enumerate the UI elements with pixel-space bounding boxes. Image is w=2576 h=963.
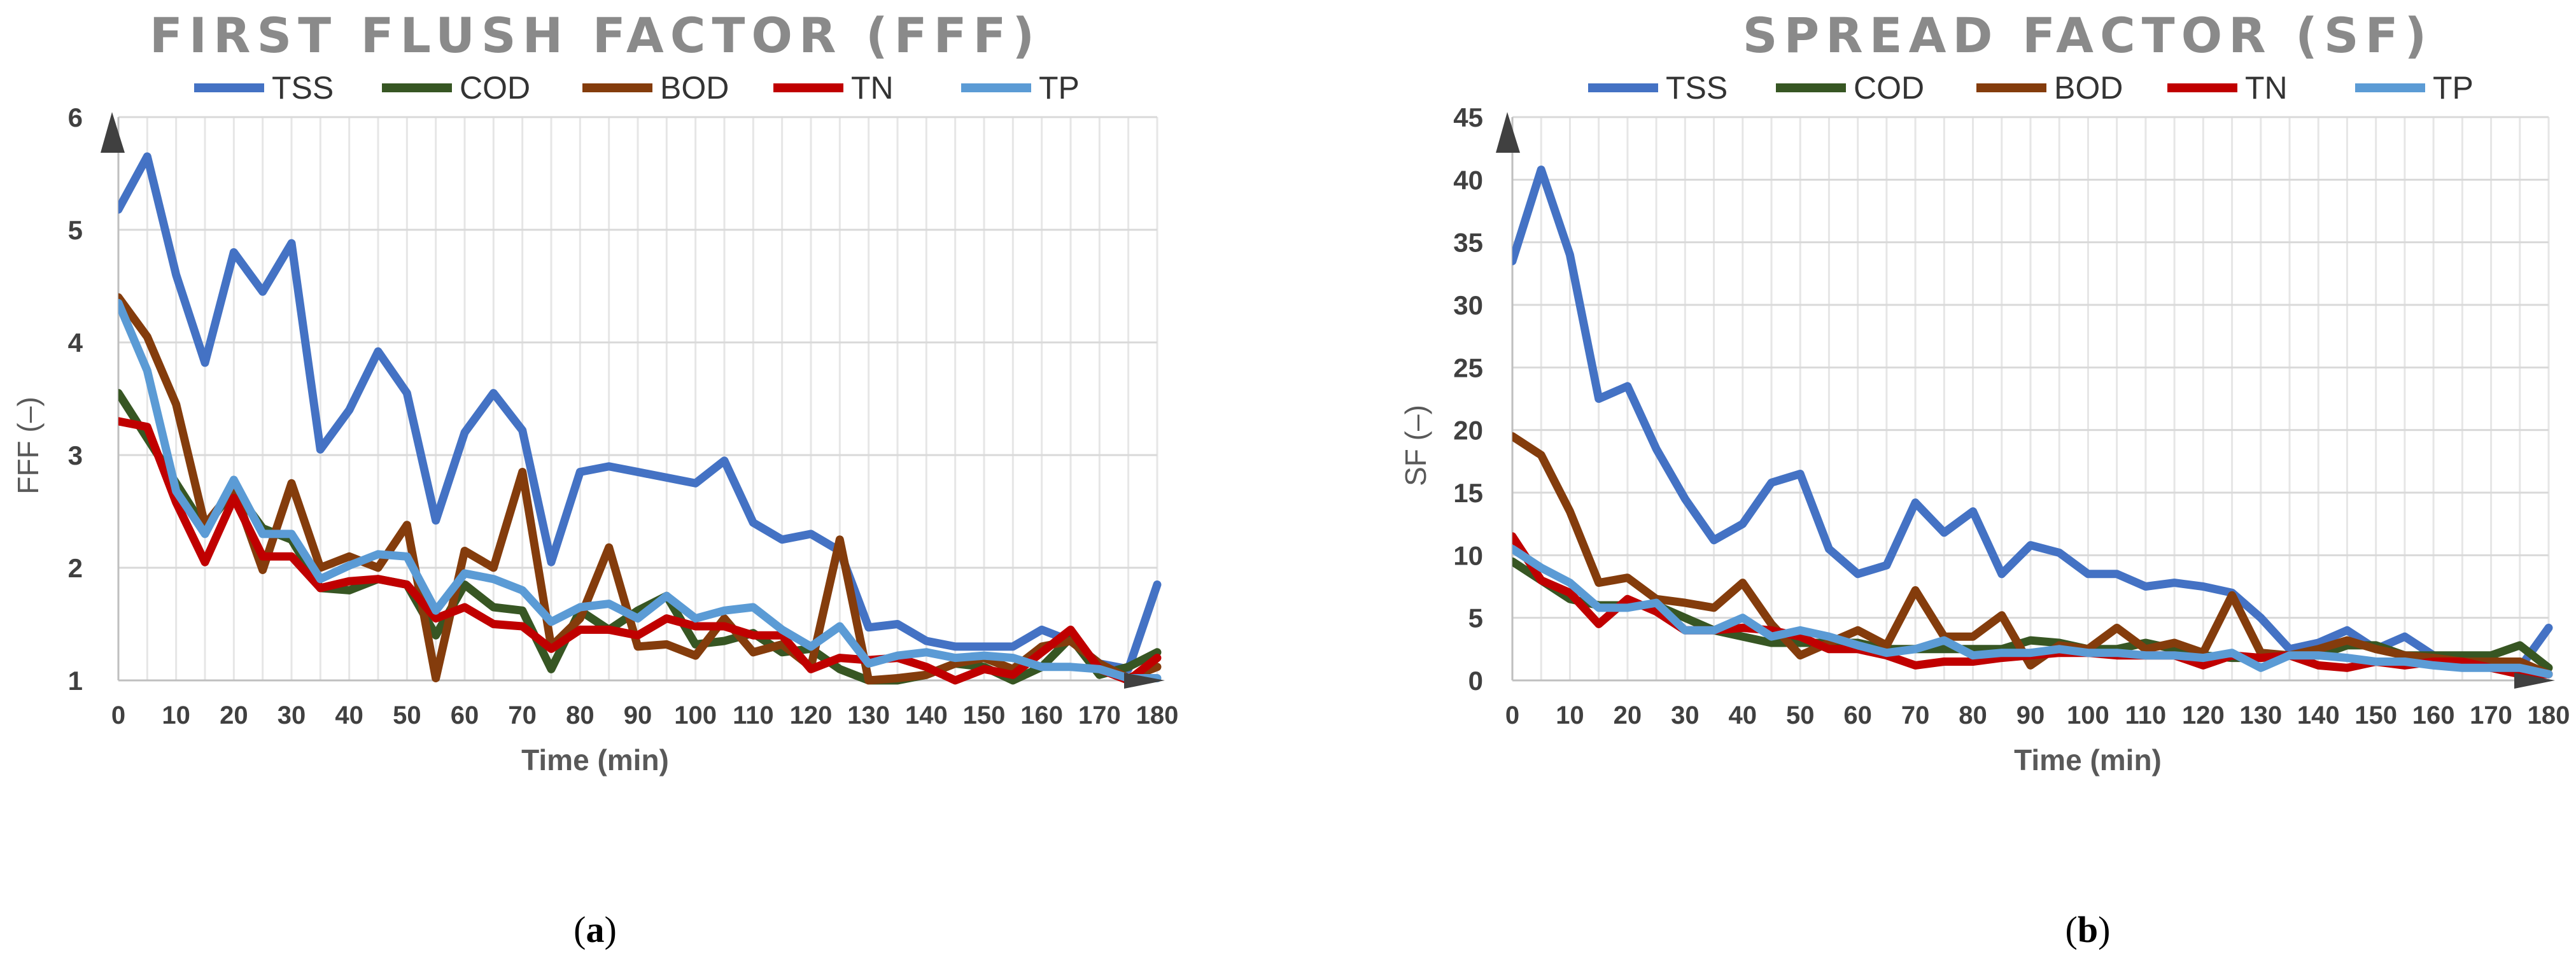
y-tick-label: 40 bbox=[1453, 165, 1483, 195]
series-line-tp bbox=[118, 299, 1162, 682]
x-tick-label: 100 bbox=[674, 701, 717, 729]
x-tick-label: 80 bbox=[566, 701, 595, 729]
y-tick-label: 30 bbox=[1453, 290, 1483, 320]
y-tick-label: 20 bbox=[1453, 416, 1483, 446]
legend-label-bod: BOD bbox=[660, 70, 729, 106]
y-tick-label: 35 bbox=[1453, 228, 1483, 258]
y-tick-label: 4 bbox=[68, 328, 83, 358]
x-tick-labels: 0 10 20 30 40 50 60 70 80 90 100 110 120 130 140 150 160… bbox=[1505, 701, 2570, 729]
chart-title: FIRST FLUSH FACTOR (FFF) bbox=[150, 7, 1041, 64]
x-axis-label: Time (min) bbox=[2014, 743, 2162, 777]
panel-caption: (b) bbox=[2066, 909, 2111, 950]
x-tick-label: 20 bbox=[1614, 701, 1642, 729]
y-tick-label: 45 bbox=[1453, 102, 1483, 132]
gridlines bbox=[1511, 116, 2550, 682]
panel-caption: (a) bbox=[574, 909, 617, 950]
y-tick-label: 6 bbox=[68, 102, 83, 132]
x-tick-label: 150 bbox=[963, 701, 1006, 729]
x-tick-label: 170 bbox=[1078, 701, 1121, 729]
x-tick-label: 130 bbox=[2239, 701, 2282, 729]
y-axis-arrow-icon bbox=[101, 112, 125, 153]
legend-label-tn: TN bbox=[2245, 70, 2288, 106]
legend-label-tn: TN bbox=[851, 70, 894, 106]
series-line-bod bbox=[1512, 432, 2553, 678]
y-tick-label: 3 bbox=[68, 440, 83, 470]
panel-fff-chart: FIRST FLUSH FACTOR (FFF) TSS COD BOD TN TP 1… bbox=[11, 7, 1178, 950]
x-tick-label: 120 bbox=[790, 701, 833, 729]
legend-label-tp: TP bbox=[2433, 70, 2474, 106]
x-tick-label: 80 bbox=[1959, 701, 1987, 729]
y-tick-label: 2 bbox=[68, 553, 83, 583]
legend-label-tss: TSS bbox=[1666, 70, 1728, 106]
y-tick-labels: 0 5 10 15 20 25 30 35 40 45 bbox=[1453, 102, 1483, 696]
x-tick-label: 90 bbox=[2016, 701, 2045, 729]
y-tick-label: 5 bbox=[1468, 603, 1483, 633]
x-tick-label: 100 bbox=[2067, 701, 2109, 729]
x-tick-label: 170 bbox=[2470, 701, 2512, 729]
series-line-tn bbox=[118, 417, 1162, 685]
y-tick-labels: 1 2 3 4 5 6 bbox=[68, 102, 83, 696]
x-tick-label: 70 bbox=[1901, 701, 1930, 729]
x-tick-label: 150 bbox=[2354, 701, 2397, 729]
caption-letter: b bbox=[2078, 909, 2098, 950]
x-tick-label: 90 bbox=[624, 701, 652, 729]
x-tick-label: 110 bbox=[733, 701, 774, 729]
x-tick-label: 160 bbox=[2412, 701, 2455, 729]
legend-label-tss: TSS bbox=[272, 70, 334, 106]
y-axis-label: FFF (–) bbox=[11, 397, 45, 494]
y-tick-label: 0 bbox=[1468, 666, 1483, 696]
gridlines bbox=[117, 116, 1158, 682]
series-lines bbox=[1512, 165, 2553, 678]
legend-label-tp: TP bbox=[1039, 70, 1080, 106]
x-tick-label: 30 bbox=[1671, 701, 1700, 729]
x-tick-label: 60 bbox=[1843, 701, 1872, 729]
series-line-tss bbox=[118, 152, 1162, 673]
y-tick-label: 10 bbox=[1453, 540, 1483, 570]
x-axis-arrow-icon bbox=[1124, 673, 1165, 689]
x-tick-label: 40 bbox=[335, 701, 363, 729]
y-tick-label: 25 bbox=[1453, 353, 1483, 383]
x-tick-label: 50 bbox=[1786, 701, 1815, 729]
x-tick-label: 20 bbox=[220, 701, 248, 729]
y-tick-label: 1 bbox=[68, 666, 83, 696]
x-tick-label: 140 bbox=[2297, 701, 2340, 729]
legend-label-cod: COD bbox=[460, 70, 530, 106]
x-tick-label: 130 bbox=[847, 701, 890, 729]
x-axis-arrow-icon bbox=[2514, 673, 2555, 689]
x-tick-label: 160 bbox=[1020, 701, 1063, 729]
y-tick-label: 15 bbox=[1453, 478, 1483, 508]
chart-title: SPREAD FACTOR (SF) bbox=[1743, 7, 2433, 64]
legend-label-cod: COD bbox=[1854, 70, 1924, 106]
x-tick-label: 10 bbox=[1556, 701, 1584, 729]
x-tick-label: 180 bbox=[2528, 701, 2570, 729]
x-tick-labels: 0 10 20 30 40 50 60 70 80 90 100 110 120 130 140 150 160… bbox=[111, 701, 1179, 729]
panel-sf-chart: SPREAD FACTOR (SF) TSS COD BOD TN TP 0 5 10 15 2… bbox=[1399, 7, 2570, 950]
y-axis-label: SF (–) bbox=[1399, 405, 1432, 486]
y-tick-label: 5 bbox=[68, 215, 83, 245]
caption-letter: a bbox=[586, 909, 605, 950]
series-lines bbox=[118, 152, 1162, 685]
x-tick-label: 180 bbox=[1136, 701, 1179, 729]
x-tick-label: 0 bbox=[1505, 701, 1519, 729]
x-tick-label: 10 bbox=[162, 701, 190, 729]
x-tick-label: 140 bbox=[905, 701, 948, 729]
x-tick-label: 40 bbox=[1729, 701, 1757, 729]
x-tick-label: 60 bbox=[451, 701, 479, 729]
x-tick-label: 0 bbox=[111, 701, 125, 729]
legend: TSS COD BOD TN TP bbox=[1588, 70, 2474, 106]
series-line-tp bbox=[1512, 545, 2553, 678]
y-axis-arrow-icon bbox=[1496, 112, 1520, 153]
x-tick-label: 70 bbox=[508, 701, 537, 729]
x-tick-label: 110 bbox=[2125, 701, 2167, 729]
legend-label-bod: BOD bbox=[2054, 70, 2123, 106]
x-axis-label: Time (min) bbox=[521, 743, 669, 777]
legend: TSS COD BOD TN TP bbox=[194, 70, 1080, 106]
x-tick-label: 120 bbox=[2182, 701, 2225, 729]
x-tick-label: 50 bbox=[393, 701, 421, 729]
x-tick-label: 30 bbox=[278, 701, 306, 729]
